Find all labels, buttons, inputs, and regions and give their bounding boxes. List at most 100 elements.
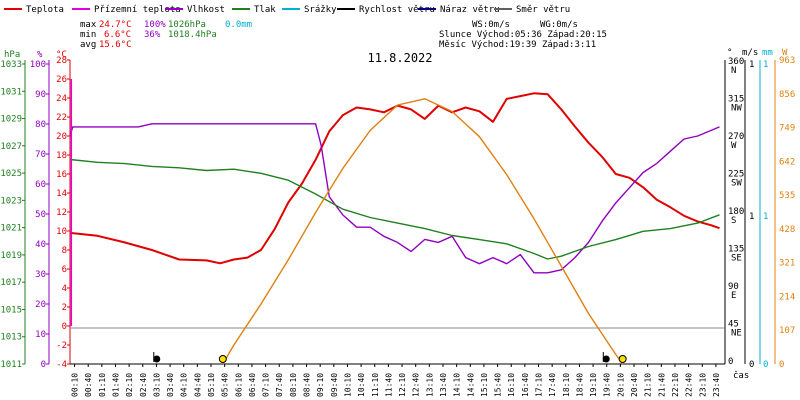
time-tick-label: 12:40 xyxy=(412,373,421,397)
unit-mm: mm xyxy=(762,48,773,58)
time-tick-label: 14:40 xyxy=(466,373,475,397)
time-tick-label: 10:40 xyxy=(357,373,366,397)
ms-tick-label: 0 xyxy=(749,360,754,370)
time-tick-label: 16:10 xyxy=(507,373,516,397)
series-line-press xyxy=(69,158,720,260)
time-tick-label: 15:10 xyxy=(480,373,489,397)
w-tick-label: 0 xyxy=(779,360,784,370)
time-tick-label: 00:40 xyxy=(84,373,93,397)
dir-tick-deg: 360 xyxy=(728,57,744,67)
hpa-tick-label: 1031 xyxy=(0,87,22,97)
stat-moon: Měsíc Východ:19:39 Západ:3:11 xyxy=(439,40,596,50)
hpa-tick-label: 1025 xyxy=(0,169,22,179)
time-tick-label: 03:40 xyxy=(166,373,175,397)
dir-tick-deg: 180 xyxy=(728,207,744,217)
mm-tick-label: 0 xyxy=(763,360,768,370)
pct-tick-label: 60 xyxy=(35,180,46,190)
mm-tick-label: 1 xyxy=(763,212,768,222)
time-tick-label: 02:40 xyxy=(139,373,148,397)
ms-tick-label: 1 xyxy=(749,60,754,70)
chart-date: 11.8.2022 xyxy=(367,51,432,65)
w-tick-label: 214 xyxy=(779,292,795,302)
stats-block: max 24.7°C 100% 1026hPa 0.0mm min 6.6°C … xyxy=(80,20,607,50)
time-tick-label: 18:10 xyxy=(562,373,571,397)
stat-min-press: 1018.4hPa xyxy=(168,30,217,40)
moon-marker xyxy=(602,355,610,363)
hpa-tick-label: 1015 xyxy=(0,305,22,315)
time-tick-label: 12:10 xyxy=(398,373,407,397)
time-tick-label: 06:10 xyxy=(234,373,243,397)
time-tick-label: 23:40 xyxy=(712,373,721,397)
temp-tick-label: 24 xyxy=(56,94,67,104)
hpa-tick-label: 1013 xyxy=(0,333,22,343)
temp-tick-label: -4 xyxy=(56,360,67,370)
pct-tick-label: 0 xyxy=(41,360,46,370)
time-tick-label: 07:10 xyxy=(262,373,271,397)
w-tick-label: 963 xyxy=(779,56,795,66)
time-tick-label: 05:10 xyxy=(207,373,216,397)
stat-max-temp: 24.7°C xyxy=(99,20,132,30)
hpa-tick-label: 1019 xyxy=(0,251,22,261)
ticks-left: 1033 1031 1029 1027 1025 1023 1021 1019 1017 1015… xyxy=(0,56,70,370)
time-tick-label: 00:10 xyxy=(71,373,80,397)
pct-tick-label: 10 xyxy=(35,330,46,340)
series-lines xyxy=(69,79,720,365)
pct-tick-label: 70 xyxy=(35,150,46,160)
temp-tick-label: 2 xyxy=(62,303,67,313)
legend-label: Teplota xyxy=(26,5,64,15)
time-tick-label: 21:40 xyxy=(657,373,666,397)
time-tick-label: 08:40 xyxy=(303,373,312,397)
w-tick-label: 856 xyxy=(779,90,795,100)
temp-tick-label: -2 xyxy=(56,341,67,351)
hpa-tick-label: 1017 xyxy=(0,278,22,288)
pct-tick-label: 30 xyxy=(35,270,46,280)
temp-tick-label: 28 xyxy=(56,56,67,66)
stat-min-label: min xyxy=(80,30,96,40)
series-line-rad xyxy=(222,98,624,365)
stat-sun: Slunce Východ:05:36 Západ:20:15 xyxy=(439,30,607,40)
temp-tick-label: 10 xyxy=(56,227,67,237)
time-tick-label: 08:10 xyxy=(289,373,298,397)
time-tick-label: 03:10 xyxy=(152,373,161,397)
time-tick-label: 19:10 xyxy=(589,373,598,397)
time-tick-label: 01:40 xyxy=(111,373,120,397)
time-tick-label: 11:40 xyxy=(384,373,393,397)
time-tick-label: 13:10 xyxy=(425,373,434,397)
series-line-temp xyxy=(69,92,720,265)
time-tick-label: 11:10 xyxy=(371,373,380,397)
dir-tick-deg: 0 xyxy=(728,357,733,367)
ticks-right: 360N315NW270W225SW180S135SE90E45NE011011… xyxy=(728,56,795,370)
w-tick-label: 321 xyxy=(779,259,795,269)
time-tick-label: 10:10 xyxy=(343,373,352,397)
stat-min-temp: 6.6°C xyxy=(104,30,131,40)
time-tick-label: 15:40 xyxy=(494,373,503,397)
temp-tick-label: 14 xyxy=(56,189,67,199)
hpa-tick-label: 1033 xyxy=(0,60,22,70)
time-tick-label: 04:40 xyxy=(193,373,202,397)
time-tick-label: 22:40 xyxy=(685,373,694,397)
sun-moon-markers xyxy=(153,352,627,363)
dir-tick-name: S xyxy=(731,216,736,226)
time-tick-label: 23:10 xyxy=(698,373,707,397)
sun-marker xyxy=(618,355,627,363)
dir-tick-name: SW xyxy=(731,179,742,189)
axis-lines xyxy=(24,60,776,365)
dir-tick-deg: 270 xyxy=(728,132,744,142)
time-tick-label: 13:40 xyxy=(439,373,448,397)
dir-tick-deg: 45 xyxy=(728,320,739,330)
series-line-hum xyxy=(69,123,720,274)
moon-marker xyxy=(153,355,161,363)
temp-tick-label: 16 xyxy=(56,170,67,180)
temp-tick-label: 6 xyxy=(62,265,67,275)
time-tick-label: 18:40 xyxy=(575,373,584,397)
time-tick-label: 09:10 xyxy=(316,373,325,397)
stat-max-label: max xyxy=(80,20,97,30)
temp-tick-label: 22 xyxy=(56,113,67,123)
unit-time: čas xyxy=(733,370,749,381)
time-tick-label: 05:40 xyxy=(221,373,230,397)
time-tick-label: 14:10 xyxy=(453,373,462,397)
unit-w: W xyxy=(782,48,788,58)
time-tick-label: 01:10 xyxy=(98,373,107,397)
time-tick-label: 21:10 xyxy=(644,373,653,397)
